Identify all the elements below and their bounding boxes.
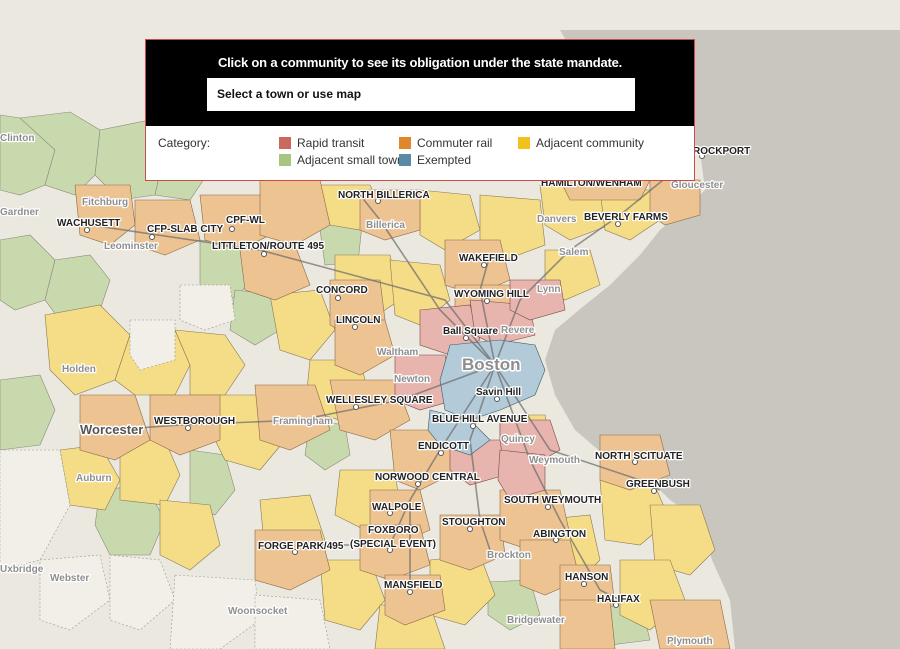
legend-item-rapid-transit: Rapid transit: [279, 135, 364, 151]
map-label: Revere: [501, 325, 535, 336]
legend-item-commuter-rail: Commuter rail: [399, 135, 492, 151]
map-label: ENDICOTT: [418, 441, 469, 452]
map-label: Auburn: [76, 473, 112, 484]
legend: Category: Rapid transit Commuter rail Ad…: [146, 126, 694, 180]
map-label: Danvers: [537, 214, 577, 225]
map-label: Worcester: [80, 422, 143, 437]
legend-item-adjacent-small-town: Adjacent small town: [279, 152, 404, 168]
map-label: BEVERLY FARMS: [584, 212, 668, 223]
map-label: ABINGTON: [533, 529, 586, 540]
map-label: ROCKPORT: [693, 146, 750, 157]
map-label: NORTH BILLERICA: [338, 190, 430, 201]
map-label: FOXBORO: [368, 525, 419, 536]
map-label: WELLESLEY SQUARE: [326, 395, 433, 406]
map-label: Brockton: [487, 550, 531, 561]
region-other-towns: [0, 284, 331, 649]
town-select-dropdown[interactable]: Select a town or use map: [207, 78, 635, 111]
panel-header: Click on a community to see its obligati…: [146, 40, 694, 126]
map-label: SOUTH WEYMOUTH: [504, 495, 601, 506]
map-label: LITTLETON/ROUTE 495: [212, 241, 324, 252]
map-label: (SPECIAL EVENT): [350, 539, 436, 550]
map-label: WACHUSETT: [57, 218, 120, 229]
region-adjacent-communities[interactable]: [44, 184, 716, 649]
map-label: Gardner: [0, 207, 39, 218]
map-label: Webster: [50, 573, 89, 584]
map-label: STOUGHTON: [442, 517, 506, 528]
city-labels: Fitchburg Leominster Billerica Danvers S…: [0, 132, 725, 649]
map-label: Savin Hill: [476, 387, 521, 398]
map-label: FORGE PARK/495: [258, 541, 344, 552]
legend-label: Adjacent small town: [297, 153, 404, 167]
map-label: Newton: [394, 374, 430, 385]
legend-item-exempted: Exempted: [399, 152, 471, 168]
legend-label: Adjacent community: [536, 136, 645, 150]
map-label: Boston: [462, 355, 521, 374]
map-label: Leominster: [104, 241, 158, 252]
map-label: GREENBUSH: [626, 479, 690, 490]
map-label: WYOMING HILL: [454, 289, 529, 300]
legend-item-adjacent-community: Adjacent community: [518, 135, 644, 151]
map-label: CFP-SLAB CITY: [147, 224, 223, 235]
map-label: Clinton: [0, 133, 34, 144]
map-label: Gloucester: [671, 180, 723, 191]
info-panel: Click on a community to see its obligati…: [145, 39, 695, 181]
map-label: Quincy: [501, 434, 535, 445]
map-label: WAKEFIELD: [459, 253, 518, 264]
map-label: BLUE HILL AVENUE: [432, 414, 528, 425]
map-label: Holden: [62, 364, 96, 375]
map-label: HANSON: [565, 572, 608, 583]
ocean: [545, 30, 900, 649]
map-label: Ball Square: [443, 326, 498, 337]
legend-label: Exempted: [417, 153, 472, 167]
map-label: Weymouth: [529, 455, 580, 466]
legend-title: Category:: [158, 136, 211, 150]
legend-swatch: [279, 137, 291, 149]
map-label: Framingham: [273, 416, 333, 427]
major-labels: Boston Worcester: [79, 354, 523, 439]
legend-swatch: [279, 154, 291, 166]
map-label: CPF-WL: [226, 215, 265, 226]
map-label: Woonsocket: [228, 606, 288, 617]
map-label: Lynn: [537, 284, 561, 295]
legend-label: Rapid transit: [297, 136, 365, 150]
map-label: Billerica: [366, 220, 405, 231]
map-label: Bridgewater: [507, 615, 565, 626]
map-label: LINCOLN: [336, 315, 380, 326]
map-label: NORWOOD CENTRAL: [375, 472, 480, 483]
station-dots: [84, 153, 705, 608]
map-label: HALIFAX: [597, 594, 640, 605]
legend-swatch: [399, 154, 411, 166]
legend-label: Commuter rail: [417, 136, 493, 150]
legend-swatch: [518, 137, 530, 149]
map-label: WESTBOROUGH: [154, 416, 235, 427]
map-label: NORTH SCITUATE: [595, 451, 683, 462]
map-label: MANSFIELD: [384, 580, 442, 591]
map-label: Plymouth: [667, 636, 713, 647]
instruction-text: Click on a community to see its obligati…: [217, 55, 623, 70]
map-label: CONCORD: [316, 285, 368, 296]
map-label: Salem: [559, 247, 589, 258]
map-label: WALPOLE: [372, 502, 422, 513]
map-label: Uxbridge: [0, 564, 44, 575]
map-label: Fitchburg: [82, 197, 128, 208]
legend-swatch: [399, 137, 411, 149]
map-label: Waltham: [377, 347, 418, 358]
